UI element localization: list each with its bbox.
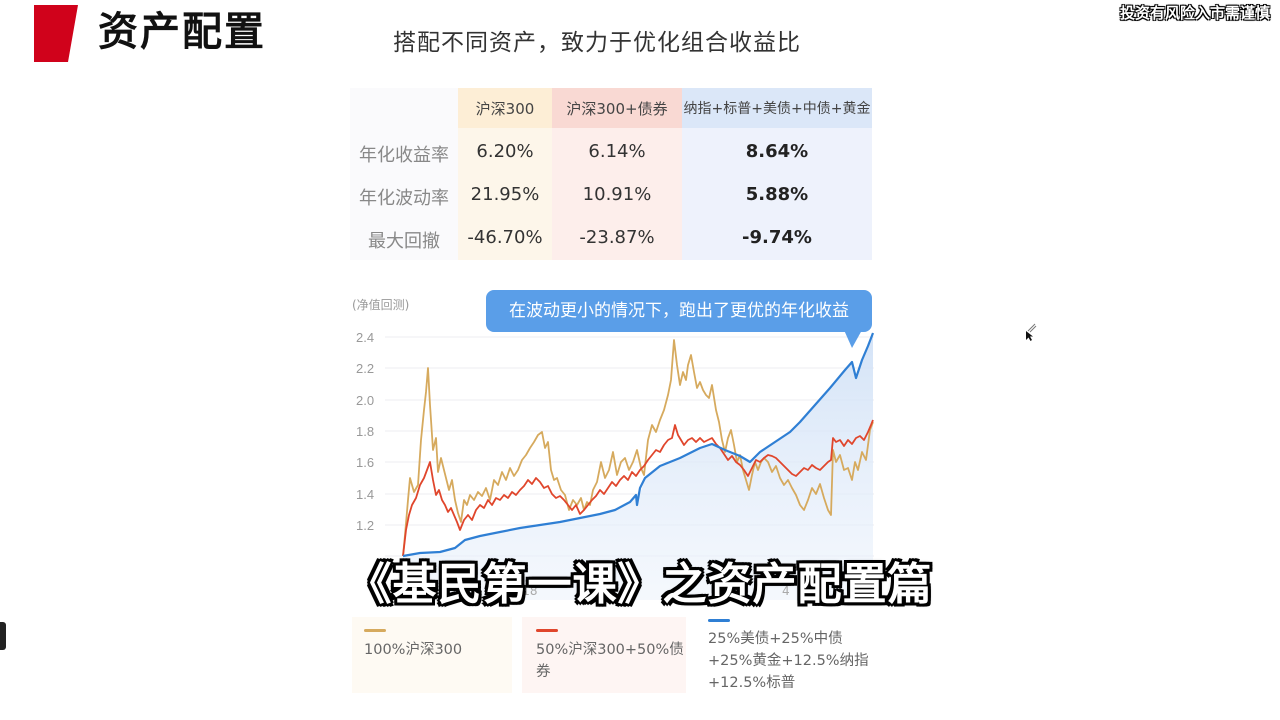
callout-pointer bbox=[844, 330, 862, 348]
video-caption: 《基民第一课》之资产配置篇 bbox=[347, 559, 933, 610]
x-axis-tick: 4 bbox=[782, 584, 790, 598]
svg-text:1.4: 1.4 bbox=[356, 487, 374, 502]
table-cell: 6.14% bbox=[588, 141, 646, 162]
legend-item-global-mix: 25%美债+25%中债+25%黄金+12.5%纳指+12.5%标普 bbox=[696, 617, 874, 693]
table-cell: -46.70% bbox=[467, 227, 543, 248]
column-header: 沪深300+债券 bbox=[552, 88, 682, 128]
comparison-table: 沪深300 沪深300+债券 纳指+标普+美债+中债+黄金 年化收益率 6.20… bbox=[350, 88, 872, 260]
risk-disclaimer: 投资有风险入市需谨慎 bbox=[1119, 4, 1270, 22]
legend-item-hs300: 100%沪深300 bbox=[352, 617, 512, 693]
legend-swatch bbox=[536, 629, 558, 632]
row-label: 年化收益率 bbox=[359, 145, 449, 166]
annotation-callout: 在波动更小的情况下，跑出了更优的年化收益 bbox=[486, 290, 872, 332]
table-cell: 21.95% bbox=[470, 184, 540, 205]
svg-text:1.2: 1.2 bbox=[356, 518, 374, 533]
legend-label: 25%美债+25%中债+25%黄金+12.5%纳指+12.5%标普 bbox=[708, 631, 869, 691]
row-label-column-bg bbox=[350, 88, 458, 260]
table-cell: 5.88% bbox=[745, 184, 809, 205]
svg-text:2.0: 2.0 bbox=[356, 393, 374, 408]
y-axis-ticks: 2.4 2.2 2.0 1.8 1.6 1.4 1.2 bbox=[356, 330, 374, 533]
svg-text:2.2: 2.2 bbox=[356, 361, 374, 376]
table-cell: -23.87% bbox=[579, 227, 655, 248]
legend-swatch bbox=[708, 619, 730, 622]
row-label: 最大回撤 bbox=[368, 231, 440, 252]
column-header: 沪深300 bbox=[458, 88, 552, 128]
mouse-cursor-icon bbox=[1026, 323, 1037, 341]
row-label: 年化波动率 bbox=[359, 188, 449, 209]
column-header: 纳指+标普+美债+中债+黄金 bbox=[682, 88, 872, 128]
side-handle[interactable] bbox=[0, 622, 6, 650]
x-axis-tick: 2018 bbox=[507, 584, 538, 598]
slide-subtitle: 搭配不同资产，致力于优化组合收益比 bbox=[393, 30, 801, 56]
y-axis-caption: (净值回测) bbox=[352, 298, 410, 312]
series-hs300-bond bbox=[402, 419, 874, 557]
nav-backtest-line-chart: 2.4 2.2 2.0 1.8 1.6 1.4 1.2 bbox=[356, 330, 875, 600]
svg-text:2.4: 2.4 bbox=[356, 330, 374, 345]
logo-mark-icon bbox=[34, 5, 78, 62]
legend-label: 100%沪深300 bbox=[364, 642, 463, 658]
series-global-mix bbox=[402, 332, 875, 558]
global-mix-area bbox=[403, 333, 873, 600]
table-cell: 6.20% bbox=[476, 141, 534, 162]
table-cell: 8.64% bbox=[745, 141, 809, 162]
legend-label: 50%沪深300+50%债券 bbox=[536, 642, 684, 680]
legend-swatch bbox=[364, 629, 386, 632]
svg-text:1.6: 1.6 bbox=[356, 455, 374, 470]
table-cell: -9.74% bbox=[742, 227, 812, 248]
legend-item-hs300-bond: 50%沪深300+50%债券 bbox=[522, 617, 686, 693]
page-title: 资产配置 bbox=[98, 9, 266, 55]
svg-text:1.8: 1.8 bbox=[356, 424, 374, 439]
series-hs300 bbox=[402, 339, 874, 557]
table-cell: 10.91% bbox=[582, 184, 652, 205]
